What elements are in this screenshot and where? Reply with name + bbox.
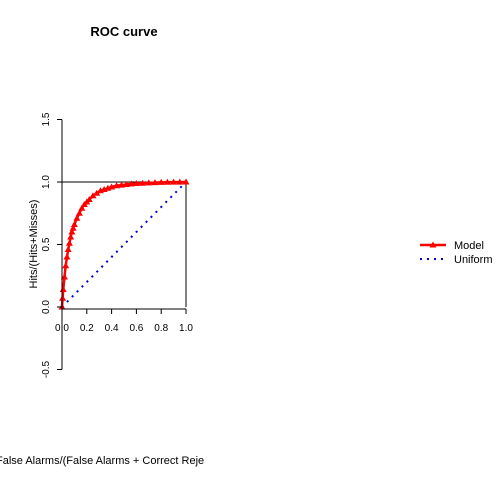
model-point: [67, 233, 75, 240]
plot-area: [58, 178, 190, 310]
model-point: [176, 178, 184, 185]
legend-label: Model: [454, 240, 484, 252]
model-point: [157, 178, 165, 185]
chart-title: ROC curve: [90, 24, 157, 39]
y-tick-label: 1.5: [41, 112, 52, 126]
x-tick-label: 1.0: [179, 323, 193, 334]
model-point: [65, 239, 73, 246]
legend: Model Uniform: [420, 240, 493, 266]
y-axis: -0.5 0.0 0.5 1.0 1.5: [41, 112, 63, 378]
model-point: [75, 209, 83, 216]
y-axis-label: Hits/(Hits+Misses): [28, 200, 40, 289]
model-point: [64, 246, 72, 252]
model-point: [118, 181, 126, 188]
uniform-line: [61, 181, 187, 308]
model-point: [70, 221, 78, 227]
model-point: [93, 189, 101, 196]
model-point: [60, 273, 68, 280]
x-axis-label: False Alarms/(False Alarms + Correct Rej…: [0, 455, 204, 467]
model-point: [182, 178, 190, 185]
model-point: [59, 286, 67, 292]
y-tick-label: -0.5: [41, 360, 52, 378]
y-tick-label: 1.0: [41, 175, 52, 189]
model-series: [58, 178, 190, 310]
model-point: [68, 228, 76, 235]
x-axis: 0.0 0.2 0.4 0.6 0.8 1.0: [55, 308, 193, 334]
x-tick-label: 0.2: [80, 323, 94, 334]
model-point: [145, 179, 153, 186]
y-tick-label: 0.5: [41, 237, 52, 251]
uniform-series: [61, 181, 187, 308]
y-tick-label: 0.0: [41, 300, 52, 314]
model-point: [113, 182, 121, 189]
model-point: [132, 180, 140, 186]
model-point: [85, 196, 93, 202]
model-point: [151, 179, 159, 186]
model-point: [170, 178, 178, 185]
model-point: [63, 253, 71, 260]
x-tick-label: 0.4: [105, 323, 119, 334]
model-point: [127, 180, 135, 187]
model-point: [89, 192, 97, 199]
model-point: [59, 294, 67, 301]
legend-label: Uniform: [454, 254, 493, 266]
model-point: [122, 181, 130, 187]
model-point: [78, 204, 86, 211]
model-point: [69, 224, 77, 231]
x-tick-label: 0.6: [129, 323, 143, 334]
x-tick-label: 0.0: [55, 323, 69, 334]
model-point: [73, 214, 81, 221]
x-tick-label: 0.8: [154, 323, 168, 334]
model-point: [163, 178, 171, 185]
model-line: [60, 180, 187, 308]
model-point: [139, 179, 147, 186]
legend-model-marker: [429, 241, 437, 248]
model-point: [62, 262, 70, 269]
